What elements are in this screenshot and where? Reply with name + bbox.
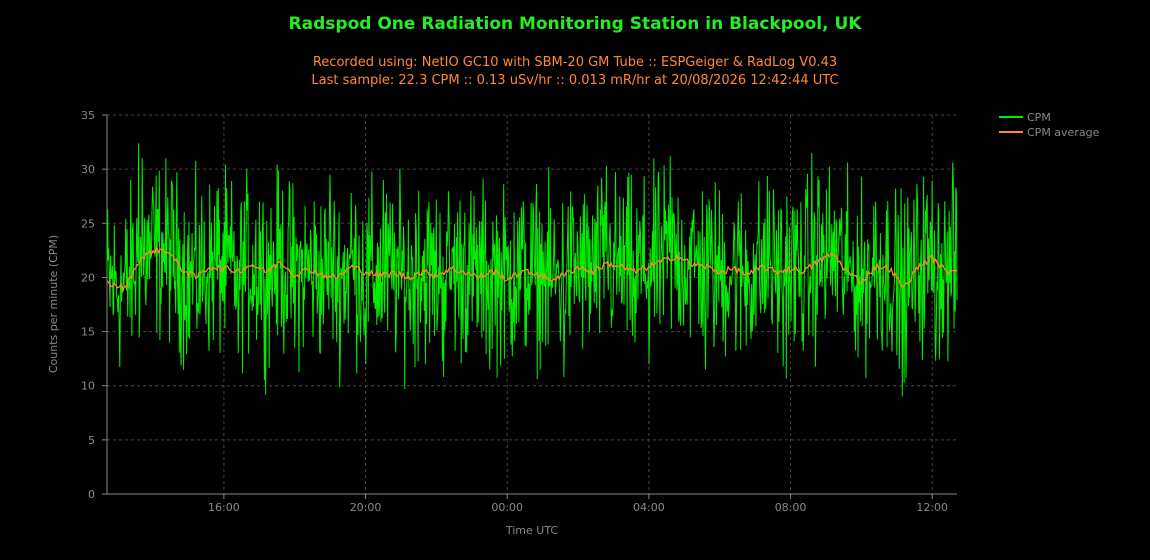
y-axis-ticks: 0 5 10 15 20 25 30 35 <box>81 109 107 501</box>
series-layer <box>106 143 958 397</box>
y-tick-label-30: 30 <box>81 163 95 176</box>
x-tick-label-04:00: 04:00 <box>633 501 665 514</box>
x-tick-label-12:00: 12:00 <box>916 501 948 514</box>
legend-label-cpm[interactable]: CPM <box>1027 111 1051 124</box>
y-axis-label: Counts per minute (CPM) <box>47 235 60 373</box>
y-tick-label-15: 15 <box>81 326 95 339</box>
series-line-cpm <box>106 143 958 397</box>
y-tick-label-10: 10 <box>81 380 95 393</box>
legend-label-cpm-average[interactable]: CPM average <box>1027 126 1100 139</box>
series-line-cpm-average <box>106 245 958 293</box>
x-axis-label: Time UTC <box>505 524 559 537</box>
y-tick-label-25: 25 <box>81 217 95 230</box>
x-tick-label-00:00: 00:00 <box>491 501 523 514</box>
x-tick-label-16:00: 16:00 <box>208 501 240 514</box>
y-tick-label-0: 0 <box>88 488 95 501</box>
legend: CPM CPM average <box>999 111 1100 139</box>
x-axis-ticks: 16:00 20:00 00:00 04:00 08:00 12:00 <box>208 494 948 514</box>
chart-subtitle-last-sample: Last sample: 22.3 CPM :: 0.13 uSv/hr :: … <box>311 73 839 88</box>
y-tick-label-35: 35 <box>81 109 95 122</box>
x-tick-label-20:00: 20:00 <box>350 501 382 514</box>
chart-subtitle-recorder: Recorded using: NetIO GC10 with SBM-20 G… <box>312 55 838 70</box>
y-tick-label-20: 20 <box>81 271 95 284</box>
chart-title: Radspod One Radiation Monitoring Station… <box>288 14 862 34</box>
x-tick-label-08:00: 08:00 <box>775 501 807 514</box>
y-tick-label-5: 5 <box>88 434 95 447</box>
